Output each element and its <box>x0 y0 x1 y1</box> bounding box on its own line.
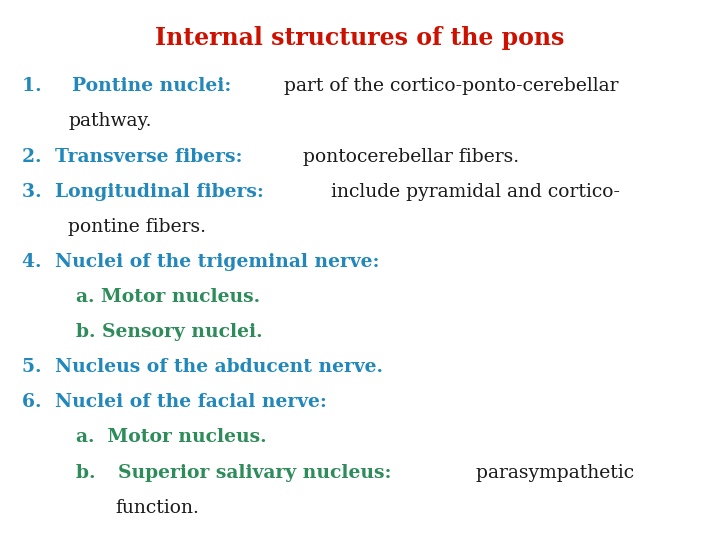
Text: include pyramidal and cortico-: include pyramidal and cortico- <box>325 183 620 201</box>
Text: Transverse fibers:: Transverse fibers: <box>55 147 243 166</box>
Text: Longitudinal fibers:: Longitudinal fibers: <box>55 183 264 201</box>
Text: 5.: 5. <box>22 358 48 376</box>
Text: Pontine nuclei:: Pontine nuclei: <box>72 77 231 96</box>
Text: part of the cortico-ponto-cerebellar: part of the cortico-ponto-cerebellar <box>278 77 618 96</box>
Text: Nuclei of the trigeminal nerve:: Nuclei of the trigeminal nerve: <box>55 253 379 271</box>
Text: b. Sensory nuclei.: b. Sensory nuclei. <box>76 323 262 341</box>
Text: a. Motor nucleus.: a. Motor nucleus. <box>76 288 260 306</box>
Text: a.  Motor nucleus.: a. Motor nucleus. <box>76 428 266 447</box>
Text: pontocerebellar fibers.: pontocerebellar fibers. <box>297 147 519 166</box>
Text: Internal structures of the pons: Internal structures of the pons <box>156 26 564 50</box>
Text: Nucleus of the abducent nerve.: Nucleus of the abducent nerve. <box>55 358 383 376</box>
Text: function.: function. <box>115 498 199 517</box>
Text: parasympathetic: parasympathetic <box>470 463 634 482</box>
Text: 4.: 4. <box>22 253 48 271</box>
Text: Nuclei of the facial nerve:: Nuclei of the facial nerve: <box>55 393 327 411</box>
Text: pontine fibers.: pontine fibers. <box>68 218 207 236</box>
Text: 3.: 3. <box>22 183 48 201</box>
Text: pathway.: pathway. <box>68 112 152 131</box>
Text: 2.: 2. <box>22 147 48 166</box>
Text: 1.: 1. <box>22 77 60 96</box>
Text: 6.: 6. <box>22 393 48 411</box>
Text: Superior salivary nucleus:: Superior salivary nucleus: <box>117 463 391 482</box>
Text: b.: b. <box>76 463 108 482</box>
